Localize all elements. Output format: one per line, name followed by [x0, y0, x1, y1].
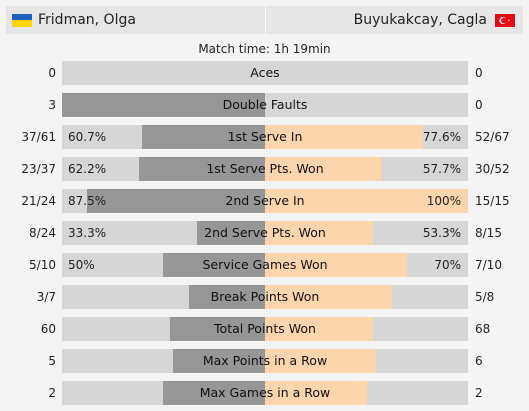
left-player-bar — [62, 93, 265, 117]
right-value: 30/52 — [475, 162, 510, 176]
left-value: 23/37 — [21, 162, 56, 176]
stat-row: 3/7 Break Points Won 5/8 — [0, 285, 529, 309]
right-player-bar — [265, 157, 382, 181]
right-player: Buyukakcay, Cagla — [354, 6, 515, 34]
right-percent: 53.3% — [422, 226, 461, 240]
right-player-bar — [265, 189, 468, 213]
stat-track — [62, 61, 468, 85]
stat-row: 21/24 87.5% 2nd Serve In 100% 15/15 — [0, 189, 529, 213]
stat-row: 0 Aces 0 — [0, 61, 529, 85]
left-value: 0 — [48, 66, 56, 80]
right-value: 0 — [475, 66, 483, 80]
stat-label: Double Faults — [222, 97, 308, 112]
stat-row: 23/37 62.2% 1st Serve Pts. Won 57.7% 30/52 — [0, 157, 529, 181]
right-value: 52/67 — [475, 130, 510, 144]
match-time: Match time: 1h 19min — [198, 42, 331, 56]
right-player-name: Buyukakcay, Cagla — [353, 12, 487, 28]
left-percent: 62.2% — [68, 162, 107, 176]
right-value: 6 — [475, 354, 483, 368]
stat-row: 5/10 50% Service Games Won 70% 7/10 — [0, 253, 529, 277]
right-percent: 70% — [434, 258, 461, 272]
stat-row: 8/24 33.3% 2nd Serve Pts. Won 53.3% 8/15 — [0, 221, 529, 245]
stat-row: 37/61 60.7% 1st Serve In 77.6% 52/67 — [0, 125, 529, 149]
left-player-bar — [142, 125, 265, 149]
stat-label: 2nd Serve In — [225, 193, 305, 208]
left-value: 60 — [40, 322, 56, 336]
right-player-bar — [265, 125, 423, 149]
right-player-bar — [265, 253, 407, 277]
right-value: 2 — [475, 386, 483, 400]
right-player-bar — [265, 221, 373, 245]
left-value: 3 — [48, 98, 56, 112]
right-value: 8/15 — [475, 226, 502, 240]
stat-label: 1st Serve In — [227, 129, 303, 144]
stat-label: 1st Serve Pts. Won — [206, 161, 324, 176]
stat-label: Service Games Won — [202, 257, 328, 272]
stat-label: Break Points Won — [210, 289, 320, 304]
stat-label: Max Games in a Row — [199, 385, 331, 400]
left-value: 5/10 — [29, 258, 56, 272]
stat-label: 2nd Serve Pts. Won — [204, 225, 326, 240]
players-header: Fridman, Olga Buyukakcay, Cagla — [6, 6, 523, 34]
right-percent: 100% — [426, 194, 461, 208]
left-player-bar — [173, 349, 265, 373]
left-percent: 87.5% — [68, 194, 107, 208]
left-player: Fridman, Olga — [12, 6, 136, 34]
stat-label: Max Points in a Row — [202, 353, 328, 368]
ukraine-flag-icon — [12, 13, 32, 27]
stat-label: Total Points Won — [214, 321, 316, 336]
left-percent: 33.3% — [68, 226, 107, 240]
right-value: 0 — [475, 98, 483, 112]
left-player-bar — [87, 189, 265, 213]
left-value: 2 — [48, 386, 56, 400]
left-value: 37/61 — [21, 130, 56, 144]
left-player-bar — [170, 317, 265, 341]
stat-row: 60 Total Points Won 68 — [0, 317, 529, 341]
left-percent: 60.7% — [68, 130, 107, 144]
right-percent: 77.6% — [422, 130, 461, 144]
left-player-bar — [163, 381, 265, 405]
left-player-bar — [197, 221, 265, 245]
stat-row: 3 Double Faults 0 — [0, 93, 529, 117]
turkey-flag-icon — [495, 13, 515, 27]
stat-row: 5 Max Points in a Row 6 — [0, 349, 529, 373]
right-player-bar — [265, 381, 367, 405]
right-player-bar — [265, 317, 373, 341]
right-player-bar — [265, 349, 376, 373]
stat-label: Aces — [250, 65, 280, 80]
right-value: 5/8 — [475, 290, 495, 304]
left-value: 8/24 — [29, 226, 56, 240]
right-value: 15/15 — [475, 194, 510, 208]
right-value: 68 — [475, 322, 491, 336]
left-value: 3/7 — [36, 290, 56, 304]
left-percent: 50% — [68, 258, 95, 272]
left-player-bar — [189, 285, 265, 309]
right-player-bar — [265, 285, 392, 309]
stat-row: 2 Max Games in a Row 2 — [0, 381, 529, 405]
right-value: 7/10 — [475, 258, 502, 272]
right-percent: 57.7% — [422, 162, 461, 176]
header-divider — [265, 6, 266, 34]
left-value: 21/24 — [21, 194, 56, 208]
left-value: 5 — [48, 354, 56, 368]
left-player-bar — [163, 253, 265, 277]
left-player-name: Fridman, Olga — [38, 12, 136, 28]
left-player-bar — [139, 157, 265, 181]
